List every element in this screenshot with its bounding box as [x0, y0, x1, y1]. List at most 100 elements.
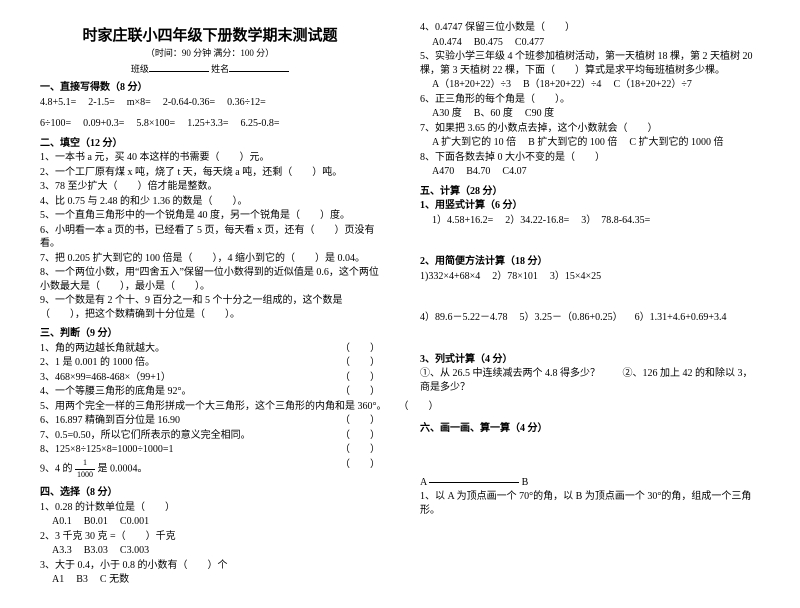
- s3-q6: 6、16.897 精确到百分位是 16.90: [40, 414, 328, 428]
- s2-q3: 3、78 至少扩大（ ）倍才能是整数。: [40, 180, 380, 194]
- s1-r1-3: m×8=: [127, 96, 151, 110]
- s3-q4: 4、一个等腰三角形的底角是 92°。: [40, 385, 328, 399]
- s3-q3-row: 3、468×99=468-468×（99+1）（ ）: [40, 371, 380, 385]
- s3-q8: 8、125×8÷125×8=1000÷1000=1: [40, 443, 328, 457]
- name-blank: [229, 61, 289, 72]
- s3-q4-row: 4、一个等腰三角形的底角是 92°。 （ ）: [40, 385, 380, 399]
- r-q8: 8、下面各数去掉 0 大小不变的是（ ）: [420, 151, 760, 165]
- calc-5: 5）3.25－（0.86+0.25）: [520, 311, 623, 325]
- opt-a: A0.1: [52, 515, 72, 529]
- opt-a: A1: [52, 573, 64, 587]
- s4-q1-opts: A0.1 B0.01 C0.001: [40, 515, 380, 529]
- calc-1: 1）4.58+16.2=: [432, 214, 493, 228]
- section-3-head: 三、判断（9 分）: [40, 327, 380, 341]
- section-6-head: 六、画一画、算一算（4 分）: [420, 422, 760, 436]
- s3-q2-row: 2、1 是 0.001 的 1000 倍。 （ ）: [40, 356, 380, 370]
- opt-c: C90 度: [525, 107, 554, 121]
- r-q5-opts: A（18+20+22）÷3 B（18+20+22）÷4 C（18+20+22）÷…: [420, 78, 760, 92]
- section-5-head: 五、计算（28 分）: [420, 185, 760, 199]
- opt-b: B（18+20+22）÷4: [523, 78, 601, 92]
- s3-q9-row: 9、4 的 1 1000 是 0.0004。 （ ）: [40, 458, 380, 481]
- name-label: 姓名: [211, 64, 229, 74]
- paren: （ ）: [340, 443, 380, 457]
- paren: （ ）: [340, 385, 380, 399]
- B-label: B: [522, 477, 529, 488]
- s2-q9: 9、一个数是有 2 个十、9 百分之一和 5 个十分之一组成的，这个数是（ ），…: [40, 294, 380, 321]
- s4-q3-opts: A1 B3 C 无数: [40, 573, 380, 587]
- s3-q1-row: 1、角的两边越长角就越大。（ ）: [40, 342, 380, 356]
- r-q7-opts: A 扩大到它的 10 倍 B 扩大到它的 100 倍 C 扩大到它的 1000 …: [420, 136, 760, 150]
- opt-b: B3.03: [84, 544, 108, 558]
- s3-q6-row: 6、16.897 精确到百分位是 16.90 （ ）: [40, 414, 380, 428]
- s4-q2-opts: A3.3 B3.03 C3.003: [40, 544, 380, 558]
- paren: （ ）: [340, 429, 380, 443]
- s3-q9-post: 是 0.0004。: [98, 463, 148, 474]
- r-q4: 4、0.4747 保留三位小数是（ ）: [420, 21, 760, 35]
- s5-r2: 1)332×4+68×4 2）78×101 3）15×4×25: [420, 270, 760, 284]
- s5-q3-row: ①、从 26.5 中连续减去两个 4.8 得多少？ ②、126 加上 42 的和…: [420, 367, 760, 394]
- opt-b: B3: [76, 573, 88, 587]
- calc-1: 1)332×4+68×4: [420, 270, 480, 284]
- opt-b: B0.01: [84, 515, 108, 529]
- opt-a: A30 度: [432, 107, 462, 121]
- calc-2: 2）34.22-16.8=: [505, 214, 569, 228]
- s2-q4: 4、比 0.75 与 2.48 的和少 1.36 的数是（ ）。: [40, 195, 380, 209]
- left-column: 时家庄联小四年级下册数学期末测试题 （时间：90 分钟 满分：100 分） 班级…: [40, 20, 380, 588]
- opt-c: C0.477: [515, 36, 544, 50]
- paren: （ ）: [340, 414, 380, 428]
- s1-r2-2: 0.09+0.3=: [83, 117, 124, 131]
- paren: （ ）: [340, 356, 380, 370]
- s2-q1: 1、一本书 a 元，买 40 本这样的书需要（ ）元。: [40, 151, 380, 165]
- s2-q7: 7、把 0.205 扩大到它的 100 倍是（ ），4 缩小到它的（ ）是 0.…: [40, 252, 380, 266]
- opt-c: C0.001: [120, 515, 149, 529]
- opt-a: A0.474: [432, 36, 462, 50]
- s2-q2: 2、一个工厂原有煤 x 吨，烧了 t 天，每天烧 a 吨，还剩（ ）吨。: [40, 166, 380, 180]
- section-2-head: 二、填空（12 分）: [40, 137, 380, 151]
- segment-ab: [429, 482, 519, 483]
- fraction: 1 1000: [75, 458, 95, 481]
- s3-q2: 2、1 是 0.001 的 1000 倍。: [40, 356, 328, 370]
- s5-r3: 4）89.6－5.22－4.78 5）3.25－（0.86+0.25） 6）1.…: [420, 311, 760, 325]
- s1-r2-5: 6.25-0.8=: [240, 117, 279, 131]
- s2-q6: 6、小明看一本 a 页的书，已经看了 5 页，每天看 x 页，还有（ ）页没有看…: [40, 224, 380, 251]
- s1-r1-1: 4.8+5.1=: [40, 96, 76, 110]
- opt-c: C 扩大到它的 1000 倍: [629, 136, 723, 150]
- section-4-head: 四、选择（8 分）: [40, 486, 380, 500]
- s3-q7: 7、0.5=0.50，所以它们所表示的意义完全相同。: [40, 429, 328, 443]
- opt-b: B、60 度: [474, 107, 513, 121]
- opt-c: C4.07: [502, 165, 526, 179]
- opt-c: C3.003: [120, 544, 149, 558]
- r-q5: 5、实验小学三年级 4 个班参加植树活动，第一天植树 18 棵，第 2 天植树 …: [420, 50, 760, 77]
- section-1-head: 一、直接写得数（8 分）: [40, 81, 380, 95]
- s5-q3a: ①、从 26.5 中连续减去两个 4.8 得多少？: [420, 368, 600, 379]
- s3-q8-row: 8、125×8÷125×8=1000÷1000=1 （ ）: [40, 443, 380, 457]
- paren: （ ）: [340, 371, 380, 385]
- s4-q2: 2、3 千克 30 克 =（ ）千克: [40, 530, 380, 544]
- right-column: 4、0.4747 保留三位小数是（ ） A0.474 B0.475 C0.477…: [420, 20, 760, 588]
- opt-b: B4.70: [466, 165, 490, 179]
- s1-row1: 4.8+5.1= 2-1.5= m×8= 2-0.64-0.36= 0.36÷1…: [40, 96, 380, 110]
- frac-num: 1: [75, 458, 95, 470]
- r-q6-opts: A30 度 B、60 度 C90 度: [420, 107, 760, 121]
- s3-q5: 5、用两个完全一样的三角形拼成一个大三角形，这个三角形的内角和是 360°。: [40, 400, 387, 414]
- s1-r1-4: 2-0.64-0.36=: [163, 96, 215, 110]
- frac-den: 1000: [75, 470, 95, 481]
- r-q6: 6、正三角形的每个角是（ ）。: [420, 93, 760, 107]
- opt-b: B0.475: [474, 36, 503, 50]
- opt-a: A470: [432, 165, 454, 179]
- s2-q8: 8、一个两位小数，用“四舍五入”保留一位小数得到的近似值是 0.6，这个两位小数…: [40, 266, 380, 293]
- s3-q9-pre: 9、4 的: [40, 463, 73, 474]
- s1-r2-3: 5.8×100=: [136, 117, 175, 131]
- s3-q5-row: 5、用两个完全一样的三角形拼成一个大三角形，这个三角形的内角和是 360°。（ …: [40, 400, 380, 414]
- s4-q1: 1、0.28 的计数单位是（ ）: [40, 501, 380, 515]
- s5-sub2: 2、用简便方法计算（18 分）: [420, 255, 760, 269]
- paren: （ ）: [340, 342, 380, 356]
- title: 时家庄联小四年级下册数学期末测试题: [40, 24, 380, 45]
- class-name-line: 班级 姓名: [40, 61, 380, 75]
- r-q8-opts: A470 B4.70 C4.07: [420, 165, 760, 179]
- calc-4: 4）89.6－5.22－4.78: [420, 311, 508, 325]
- time-score: （时间：90 分钟 满分：100 分）: [40, 47, 380, 59]
- s1-row2: 6÷100= 0.09+0.3= 5.8×100= 1.25+3.3= 6.25…: [40, 117, 380, 131]
- ab-line: A B: [420, 476, 760, 490]
- opt-c: C 无数: [100, 573, 129, 587]
